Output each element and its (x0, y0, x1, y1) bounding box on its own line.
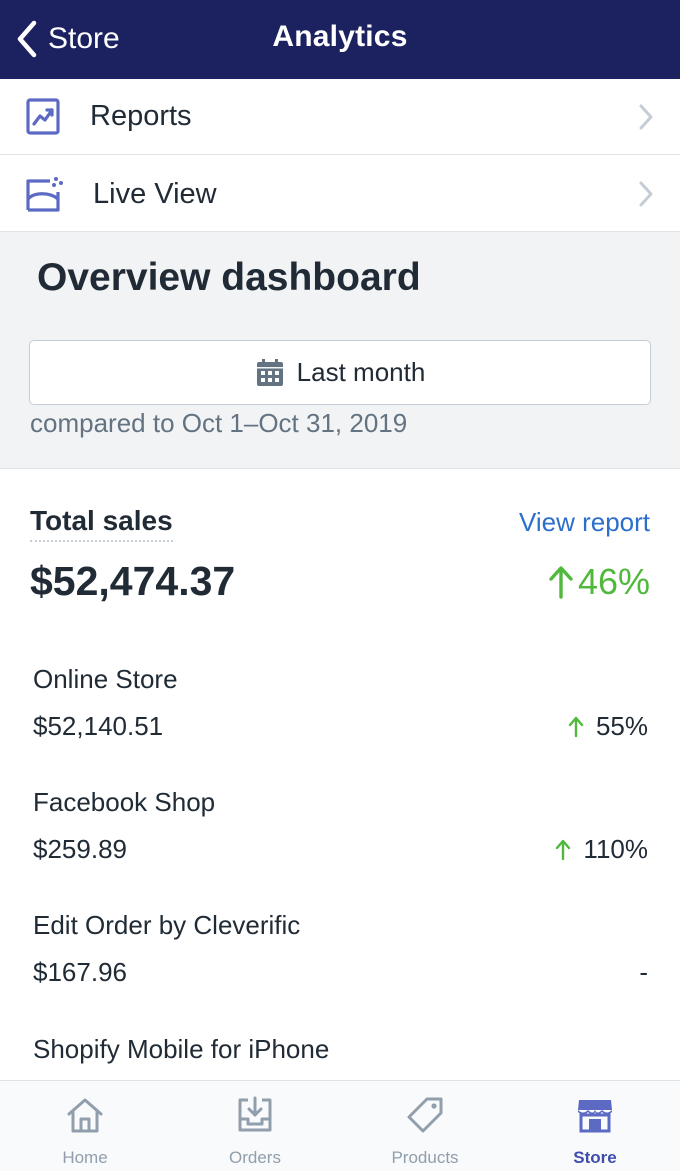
change-percent: 46% (577, 561, 650, 602)
arrow-up-icon (556, 839, 571, 860)
total-sales-change: 46% (548, 561, 650, 602)
tab-label: Orders (229, 1148, 281, 1167)
menu-item-reports[interactable]: Reports (0, 79, 680, 155)
menu-item-label: Live View (93, 177, 217, 210)
tab-label: Home (62, 1148, 108, 1167)
total-sales-amount: $52,474.37 (30, 558, 236, 604)
orders-icon (238, 1096, 272, 1132)
chevron-right-icon (639, 181, 653, 207)
change-percent: - (639, 957, 648, 987)
channel-value: $259.89 (33, 834, 127, 864)
comparison-period-text: compared to Oct 1–Oct 31, 2019 (30, 408, 408, 438)
date-range-label: Last month (296, 357, 426, 387)
tab-home[interactable]: Home (0, 1081, 170, 1171)
home-icon (67, 1098, 103, 1133)
channel-change: - (639, 957, 648, 988)
page-title: Analytics (272, 20, 408, 53)
channel-change: 55% (568, 711, 648, 742)
channel-name: Edit Order by Cleverific (33, 910, 301, 940)
change-percent: 110% (583, 834, 648, 864)
calendar-icon (256, 358, 283, 386)
live-view-icon (26, 177, 63, 212)
back-button-label: Store (48, 22, 120, 55)
store-icon (578, 1100, 612, 1133)
channel-name: Shopify Mobile for iPhone (33, 1034, 330, 1064)
channel-value: $52,140.51 (33, 711, 164, 741)
channel-name: Facebook Shop (33, 787, 216, 817)
menu-item-label: Reports (90, 100, 192, 132)
chevron-left-icon (17, 20, 37, 58)
reports-icon (26, 97, 60, 135)
tab-label: Store (573, 1148, 617, 1167)
date-range-button[interactable]: Last month (29, 340, 651, 405)
tab-products[interactable]: Products (340, 1081, 510, 1171)
navigation-bar: Store Analytics (0, 0, 680, 79)
chevron-right-icon (639, 104, 653, 129)
arrow-up-icon (549, 566, 573, 599)
arrow-up-icon (568, 716, 584, 737)
total-sales-title[interactable]: Total sales (30, 505, 173, 542)
change-percent: 55% (595, 711, 648, 741)
products-icon (407, 1097, 443, 1133)
channel-change: 110% (555, 834, 648, 865)
view-report-link[interactable]: View report (518, 507, 650, 537)
menu-item-live-view[interactable]: Live View (0, 156, 680, 232)
channel-name: Online Store (33, 664, 178, 694)
back-button[interactable]: Store (14, 18, 120, 60)
overview-section: Overview dashboard Last month compared t… (0, 231, 680, 469)
tab-bar: Home Orders Products (0, 1080, 680, 1171)
tab-label: Products (391, 1148, 459, 1167)
tab-store[interactable]: Store (510, 1081, 680, 1171)
tab-orders[interactable]: Orders (170, 1081, 340, 1171)
overview-title: Overview dashboard (37, 256, 421, 299)
channel-value: $167.96 (33, 957, 127, 987)
